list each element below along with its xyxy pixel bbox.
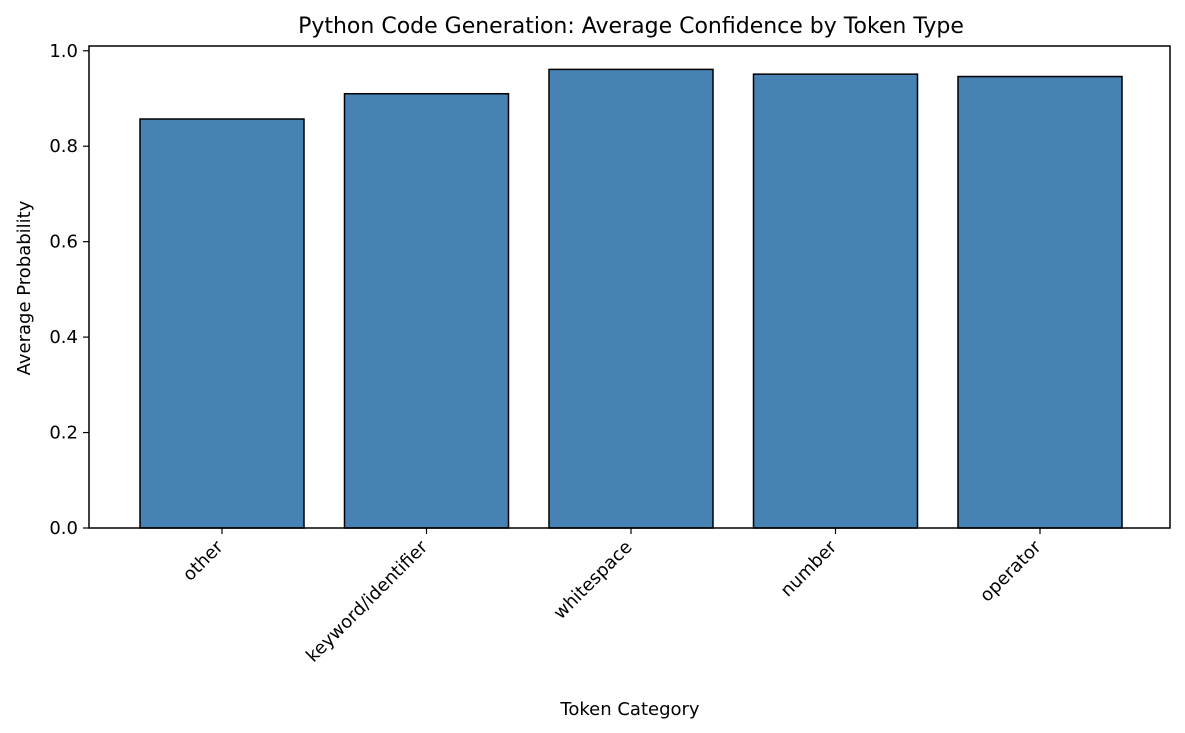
bar-operator: [957, 75, 1123, 529]
x-tick-label: whitespace: [550, 537, 637, 624]
y-axis: 0.0 0.2 0.4 0.6 0.8 1.0: [49, 41, 89, 539]
y-tick-label: 0.2: [49, 423, 78, 444]
x-tick-label: number: [777, 536, 842, 601]
bar-keyword-identifier: [343, 92, 510, 529]
bar-number: [752, 73, 919, 529]
bars-group: [139, 68, 1123, 529]
y-tick-label: 1.0: [49, 41, 78, 62]
y-tick-label: 0.0: [49, 518, 78, 539]
plot-frame: [88, 45, 1171, 529]
y-tick-label: 0.4: [49, 327, 78, 348]
bar-whitespace: [548, 68, 714, 529]
y-tick-label: 0.8: [49, 136, 78, 157]
x-tick-label: keyword/identifier: [302, 536, 432, 666]
y-tick-label: 0.6: [49, 232, 78, 253]
y-axis-label: Average Probability: [14, 200, 35, 375]
x-tick-label: other: [179, 536, 228, 585]
x-axis: other keyword/identifier whitespace number o…: [179, 528, 1046, 667]
x-axis-label: Token Category: [559, 699, 700, 720]
chart-title: Python Code Generation: Average Confiden…: [298, 14, 964, 39]
x-tick-label: operator: [976, 536, 1046, 606]
bar-other: [139, 118, 305, 529]
